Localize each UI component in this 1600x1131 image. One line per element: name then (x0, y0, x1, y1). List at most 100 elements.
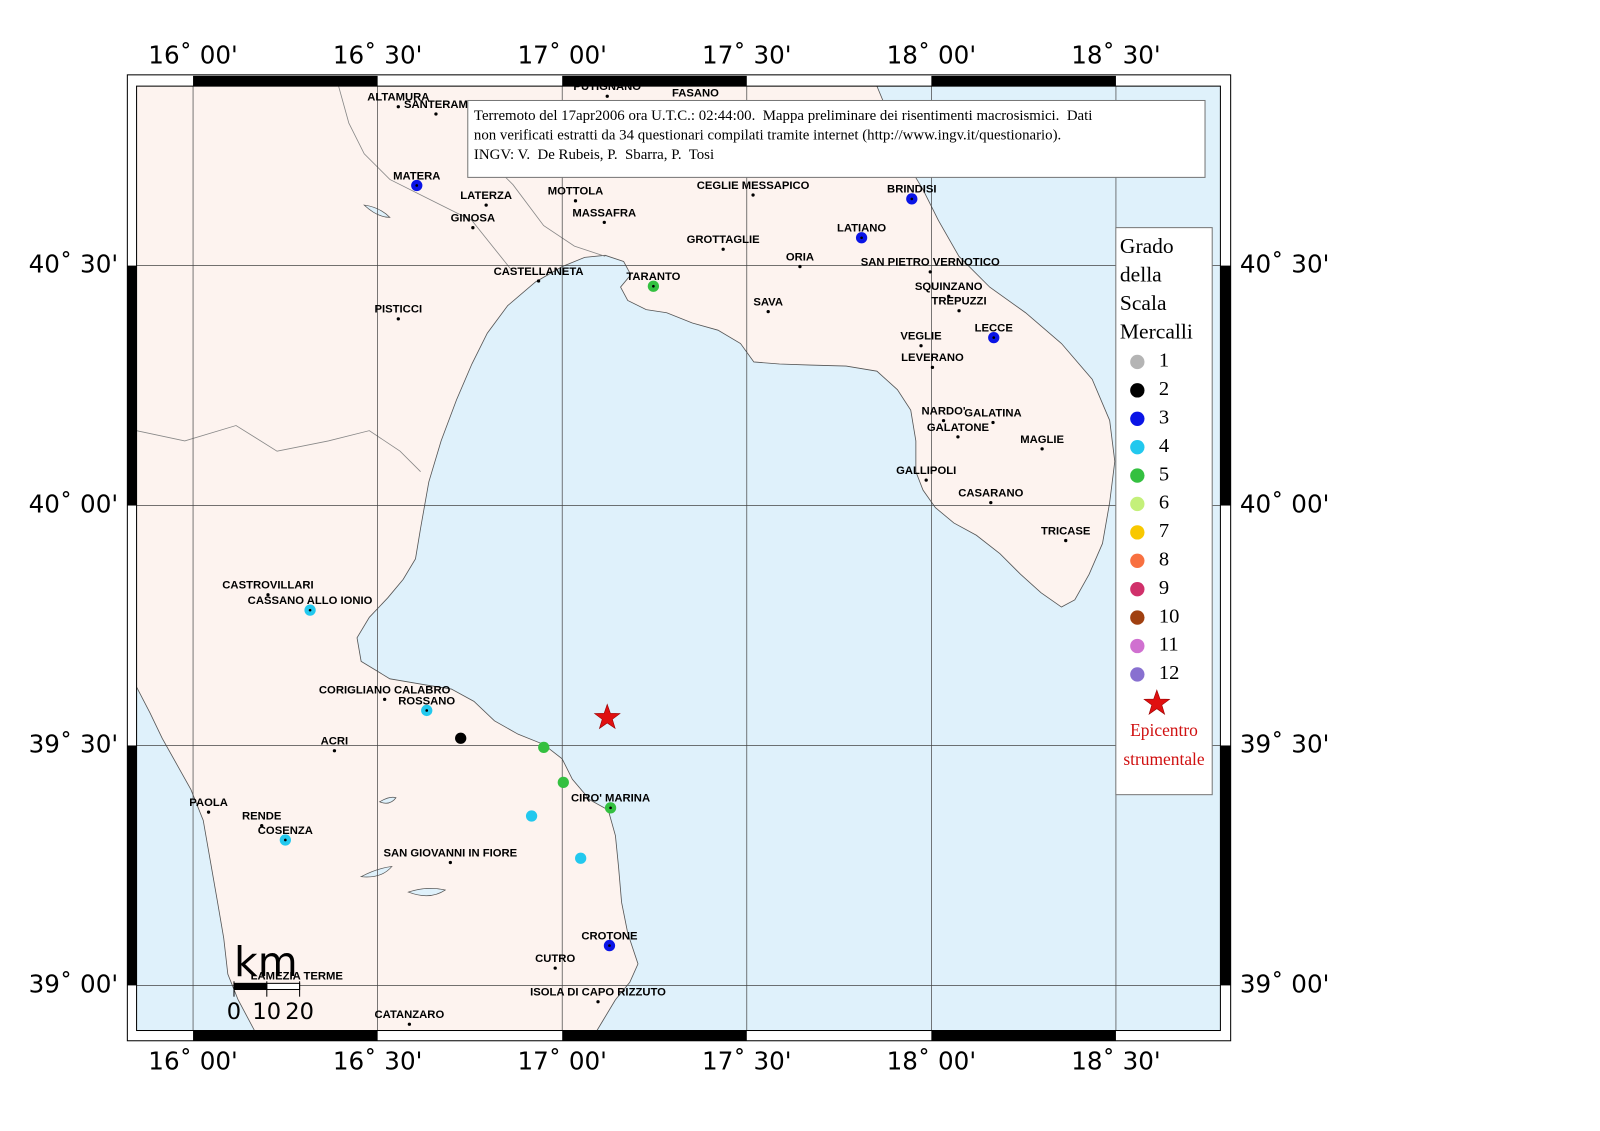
intensity-point (538, 741, 550, 754)
town-label: ORIA (786, 251, 814, 263)
town-label: MASSAFRA (572, 207, 636, 219)
legend-swatch (1130, 553, 1145, 568)
town-label: TREPUZZI (932, 296, 987, 308)
legend-swatch (1130, 468, 1145, 483)
region-boundary (338, 86, 514, 272)
town-dot (407, 1022, 412, 1026)
town-dot (991, 420, 995, 425)
lat-tick-label: 39˚ 00' (1240, 969, 1329, 998)
town-dot (471, 226, 475, 230)
frame-bar (127, 745, 137, 986)
town-dot (383, 697, 387, 702)
legend-item: 3 (1159, 406, 1169, 428)
legend-item: 4 (1159, 435, 1169, 457)
lon-tick-label: 18˚ 00' (887, 40, 976, 69)
lat-tick-label: 39˚ 00' (29, 969, 118, 998)
town-dot (930, 365, 935, 369)
town-dot (608, 944, 611, 947)
legend-title: Mercalli (1120, 319, 1193, 343)
lat-tick-label: 40˚ 30' (29, 250, 118, 279)
town-label: CROTONE (581, 930, 638, 942)
town-label: GALATINA (964, 407, 1021, 419)
town-dot (260, 823, 264, 828)
info-box: Terremoto del 17apr2006 ora U.T.C.: 02:4… (467, 99, 1206, 178)
town-label: SQUINZANO (915, 281, 983, 293)
lon-tick-label: 17˚ 30' (702, 1046, 791, 1075)
legend-title: della (1120, 262, 1162, 286)
town-dot (721, 247, 725, 251)
town-label: CIRO' MARINA (571, 793, 650, 805)
town-label: GINOSA (451, 213, 495, 225)
intensity-point (525, 810, 538, 822)
town-dot (396, 105, 400, 109)
legend-item: 5 (1159, 463, 1169, 485)
lon-tick-label: 18˚ 30' (1071, 1046, 1160, 1075)
town-label: TARANTO (626, 271, 680, 283)
lake (359, 865, 393, 878)
frame-bar (127, 265, 137, 506)
info-line: INGV: V. De Rubeis, P. Sbarra, P. Tosi (474, 147, 714, 163)
legend-swatch (1130, 411, 1145, 426)
town-dot (332, 749, 337, 753)
lon-tick-label: 16˚ 00' (148, 1046, 237, 1075)
frame-bar (562, 1030, 747, 1041)
graticule (136, 86, 1221, 1031)
lon-tick-label: 17˚ 00' (517, 40, 606, 69)
town-label: RENDE (242, 810, 282, 822)
legend-item: 8 (1159, 548, 1169, 570)
scale-bar: km 0 10 20 (227, 938, 314, 1025)
town-dot (448, 860, 452, 865)
town-dot (860, 236, 863, 240)
town-label: BRINDISI (887, 184, 936, 196)
lon-tick-label: 17˚ 30' (702, 40, 791, 69)
town-dot (924, 478, 928, 482)
town-label: TRICASE (1041, 525, 1091, 537)
town-dot (596, 1000, 600, 1004)
town-dot (206, 810, 211, 814)
lon-tick-label: 17˚ 00' (517, 1046, 606, 1075)
town-label: SAN PIETRO VERNOTICO (861, 257, 1000, 269)
town-label: SANTERAM (404, 99, 468, 111)
legend-swatch (1130, 439, 1145, 455)
lat-tick-label: 40˚ 00' (1240, 490, 1329, 519)
legend-swatch (1130, 582, 1145, 597)
scale-segment (266, 982, 301, 991)
town-label: PAOLA (189, 797, 228, 809)
legend-item: 10 (1159, 605, 1179, 627)
scale-tick-label: 20 (285, 999, 314, 1025)
legend-swatch (1130, 354, 1145, 370)
town-dot (956, 435, 960, 439)
town-dot (989, 501, 993, 505)
town-dot (957, 309, 961, 313)
legend-swatch (1130, 383, 1145, 398)
town-label: CATANZARO (375, 1009, 445, 1021)
town-label: GROTTAGLIE (687, 234, 760, 246)
legend-epicenter-label: strumentale (1123, 749, 1205, 769)
town-label: NARDO' (922, 405, 966, 417)
town-label: LAMEZIA TERME (251, 970, 344, 982)
legend-swatch (1130, 638, 1145, 654)
frame-bar (931, 1030, 1116, 1041)
town-dot (928, 270, 932, 274)
lon-tick-label: 18˚ 00' (887, 1046, 976, 1075)
town-dot (396, 317, 400, 321)
town-dot (941, 418, 946, 423)
town-label: ROSSANO (398, 695, 455, 707)
land (136, 86, 1116, 1031)
legend-swatch (1130, 610, 1145, 625)
town-label: ALTAMURA (367, 92, 429, 104)
town-dot (553, 966, 557, 970)
legend-item: 7 (1159, 520, 1169, 542)
town-dot (910, 197, 914, 201)
town-label: CASARANO (958, 488, 1023, 500)
intensity-point (557, 776, 569, 789)
intensity-point (455, 732, 467, 744)
frame-bar (193, 75, 378, 87)
lat-tick-label: 39˚ 30' (1240, 729, 1329, 758)
lon-tick-label: 16˚ 30' (333, 1046, 422, 1075)
town-dot (798, 264, 802, 269)
info-line: non verificati estratti da 34 questionar… (474, 127, 1061, 143)
legend-item: 1 (1159, 350, 1169, 372)
town-dot (766, 310, 770, 314)
